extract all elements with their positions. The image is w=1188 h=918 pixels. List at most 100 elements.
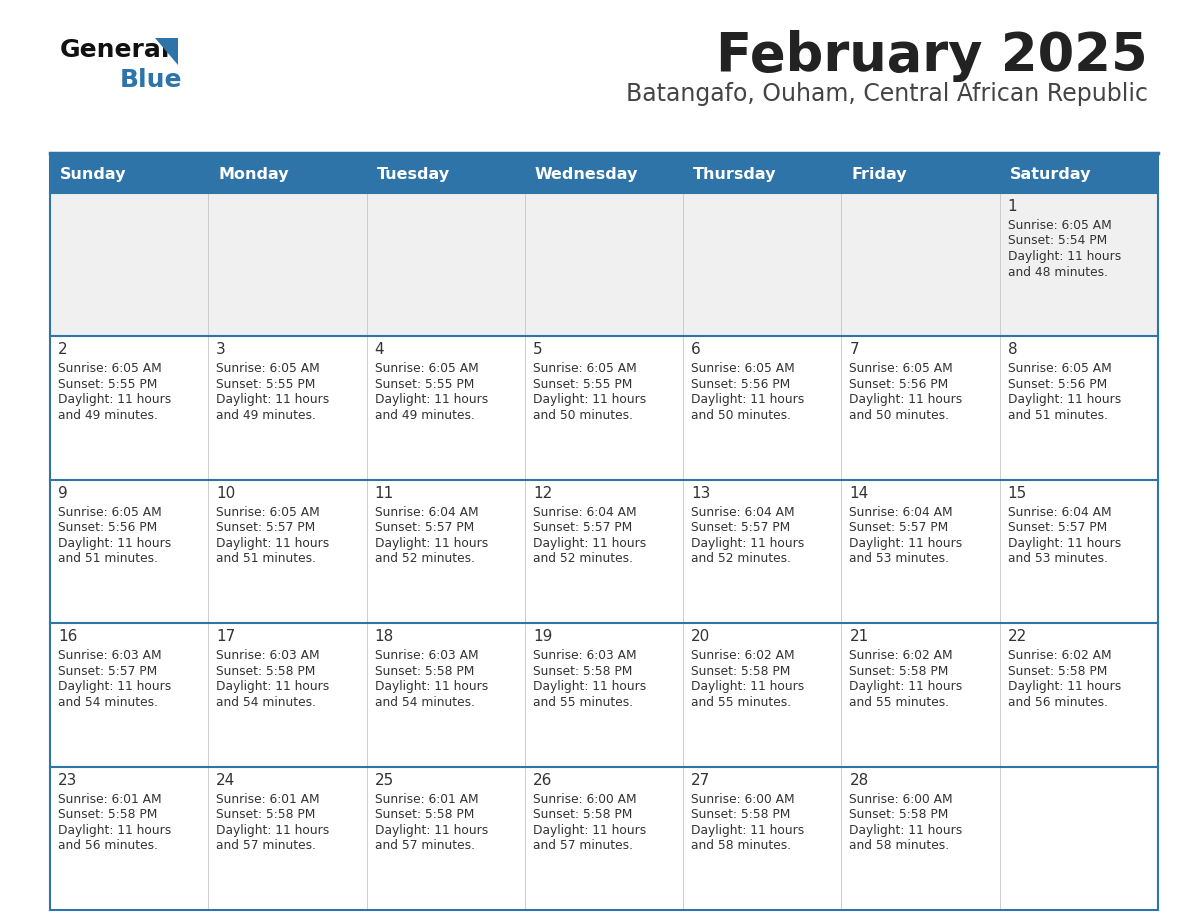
Text: and 57 minutes.: and 57 minutes. xyxy=(374,839,474,852)
Text: Sunrise: 6:02 AM: Sunrise: 6:02 AM xyxy=(849,649,953,662)
Text: 5: 5 xyxy=(533,342,543,357)
Text: Daylight: 11 hours: Daylight: 11 hours xyxy=(58,823,171,836)
Text: Sunset: 5:57 PM: Sunset: 5:57 PM xyxy=(374,521,474,534)
Text: Daylight: 11 hours: Daylight: 11 hours xyxy=(849,680,962,693)
Bar xyxy=(367,480,525,623)
Text: Sunrise: 6:05 AM: Sunrise: 6:05 AM xyxy=(58,363,162,375)
Text: and 51 minutes.: and 51 minutes. xyxy=(216,553,316,565)
Text: February 2025: February 2025 xyxy=(716,30,1148,82)
Bar xyxy=(1000,336,1158,480)
Text: Sunrise: 6:03 AM: Sunrise: 6:03 AM xyxy=(374,649,479,662)
Text: Sunrise: 6:05 AM: Sunrise: 6:05 AM xyxy=(58,506,162,519)
Bar xyxy=(1000,767,1158,910)
Bar xyxy=(683,480,841,623)
Text: and 49 minutes.: and 49 minutes. xyxy=(216,409,316,422)
Bar xyxy=(50,336,208,480)
Text: 24: 24 xyxy=(216,773,235,788)
Bar xyxy=(208,623,367,767)
Bar xyxy=(367,193,525,336)
Bar xyxy=(841,193,1000,336)
Text: 6: 6 xyxy=(691,342,701,357)
Text: and 50 minutes.: and 50 minutes. xyxy=(849,409,949,422)
Bar xyxy=(1000,193,1158,336)
Bar xyxy=(208,767,367,910)
Text: Daylight: 11 hours: Daylight: 11 hours xyxy=(216,823,329,836)
Text: Daylight: 11 hours: Daylight: 11 hours xyxy=(533,394,646,407)
Text: Sunset: 5:58 PM: Sunset: 5:58 PM xyxy=(691,665,790,677)
Bar xyxy=(50,480,208,623)
Text: Sunset: 5:54 PM: Sunset: 5:54 PM xyxy=(1007,234,1107,248)
Text: Sunrise: 6:02 AM: Sunrise: 6:02 AM xyxy=(1007,649,1111,662)
Text: Daylight: 11 hours: Daylight: 11 hours xyxy=(1007,537,1121,550)
Text: Thursday: Thursday xyxy=(693,166,777,182)
Text: 20: 20 xyxy=(691,629,710,644)
Text: Sunrise: 6:05 AM: Sunrise: 6:05 AM xyxy=(1007,363,1112,375)
Text: Sunset: 5:56 PM: Sunset: 5:56 PM xyxy=(849,378,949,391)
Text: Daylight: 11 hours: Daylight: 11 hours xyxy=(691,823,804,836)
Text: Tuesday: Tuesday xyxy=(377,166,450,182)
Text: Sunset: 5:56 PM: Sunset: 5:56 PM xyxy=(58,521,157,534)
Text: Batangafo, Ouham, Central African Republic: Batangafo, Ouham, Central African Republ… xyxy=(626,82,1148,106)
Text: Sunset: 5:58 PM: Sunset: 5:58 PM xyxy=(216,808,316,821)
Text: Daylight: 11 hours: Daylight: 11 hours xyxy=(216,394,329,407)
Text: Sunset: 5:55 PM: Sunset: 5:55 PM xyxy=(58,378,157,391)
Text: 11: 11 xyxy=(374,486,393,501)
Text: Sunrise: 6:04 AM: Sunrise: 6:04 AM xyxy=(374,506,479,519)
Text: Saturday: Saturday xyxy=(1010,166,1092,182)
Bar xyxy=(208,480,367,623)
Bar xyxy=(208,193,367,336)
Text: and 55 minutes.: and 55 minutes. xyxy=(849,696,949,709)
Bar xyxy=(208,336,367,480)
Text: Daylight: 11 hours: Daylight: 11 hours xyxy=(533,680,646,693)
Text: 1: 1 xyxy=(1007,199,1017,214)
Text: Daylight: 11 hours: Daylight: 11 hours xyxy=(849,537,962,550)
Text: 14: 14 xyxy=(849,486,868,501)
Bar xyxy=(525,336,683,480)
Text: and 51 minutes.: and 51 minutes. xyxy=(58,553,158,565)
Text: Sunrise: 6:04 AM: Sunrise: 6:04 AM xyxy=(849,506,953,519)
Text: Daylight: 11 hours: Daylight: 11 hours xyxy=(691,394,804,407)
Text: 17: 17 xyxy=(216,629,235,644)
Bar xyxy=(50,767,208,910)
Text: 28: 28 xyxy=(849,773,868,788)
Bar xyxy=(683,336,841,480)
Text: General: General xyxy=(61,38,171,62)
Text: Daylight: 11 hours: Daylight: 11 hours xyxy=(1007,250,1121,263)
Text: Sunrise: 6:05 AM: Sunrise: 6:05 AM xyxy=(849,363,953,375)
Text: Daylight: 11 hours: Daylight: 11 hours xyxy=(849,394,962,407)
Text: Daylight: 11 hours: Daylight: 11 hours xyxy=(216,537,329,550)
Text: Sunrise: 6:00 AM: Sunrise: 6:00 AM xyxy=(849,792,953,806)
Text: and 51 minutes.: and 51 minutes. xyxy=(1007,409,1107,422)
Text: and 49 minutes.: and 49 minutes. xyxy=(374,409,474,422)
Text: Sunset: 5:57 PM: Sunset: 5:57 PM xyxy=(533,521,632,534)
Text: 19: 19 xyxy=(533,629,552,644)
Text: 10: 10 xyxy=(216,486,235,501)
Text: and 58 minutes.: and 58 minutes. xyxy=(691,839,791,852)
Bar xyxy=(50,623,208,767)
Text: Sunrise: 6:03 AM: Sunrise: 6:03 AM xyxy=(216,649,320,662)
Bar xyxy=(525,767,683,910)
Text: 21: 21 xyxy=(849,629,868,644)
Bar xyxy=(525,193,683,336)
Text: and 53 minutes.: and 53 minutes. xyxy=(1007,553,1107,565)
Text: 9: 9 xyxy=(58,486,68,501)
Text: and 57 minutes.: and 57 minutes. xyxy=(216,839,316,852)
Text: Sunrise: 6:05 AM: Sunrise: 6:05 AM xyxy=(374,363,479,375)
Text: and 57 minutes.: and 57 minutes. xyxy=(533,839,633,852)
Text: and 54 minutes.: and 54 minutes. xyxy=(374,696,474,709)
Text: 7: 7 xyxy=(849,342,859,357)
Text: Daylight: 11 hours: Daylight: 11 hours xyxy=(374,537,488,550)
Bar xyxy=(367,336,525,480)
Text: Daylight: 11 hours: Daylight: 11 hours xyxy=(1007,394,1121,407)
Text: Sunset: 5:57 PM: Sunset: 5:57 PM xyxy=(1007,521,1107,534)
Text: and 54 minutes.: and 54 minutes. xyxy=(58,696,158,709)
Text: Sunrise: 6:03 AM: Sunrise: 6:03 AM xyxy=(58,649,162,662)
Text: Sunset: 5:58 PM: Sunset: 5:58 PM xyxy=(216,665,316,677)
Text: 8: 8 xyxy=(1007,342,1017,357)
Bar xyxy=(683,623,841,767)
Text: Daylight: 11 hours: Daylight: 11 hours xyxy=(58,680,171,693)
Text: Sunrise: 6:04 AM: Sunrise: 6:04 AM xyxy=(533,506,637,519)
Text: Daylight: 11 hours: Daylight: 11 hours xyxy=(216,680,329,693)
Text: 23: 23 xyxy=(58,773,77,788)
Text: Sunrise: 6:05 AM: Sunrise: 6:05 AM xyxy=(1007,219,1112,232)
